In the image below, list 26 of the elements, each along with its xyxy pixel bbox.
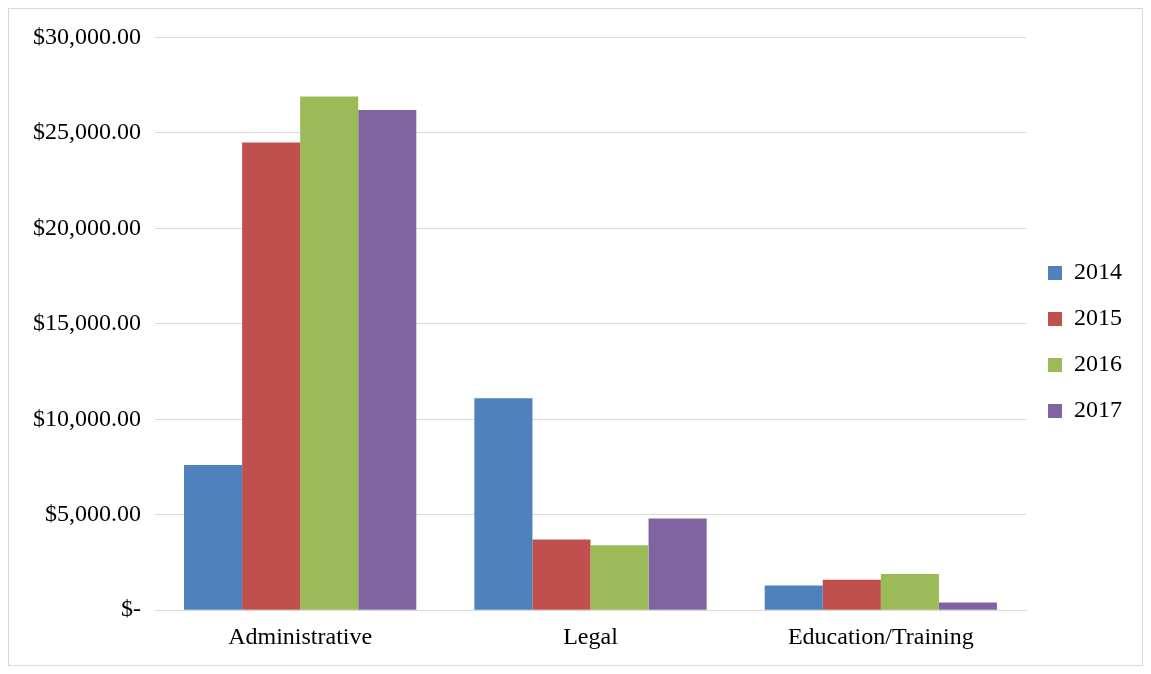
bar	[358, 109, 417, 610]
bar	[648, 518, 707, 610]
bar	[300, 96, 359, 610]
y-tick-label: $30,000.00	[33, 22, 141, 49]
bar	[938, 602, 997, 610]
x-tick-label: Administrative	[228, 622, 373, 649]
y-tick-label: $5,000.00	[45, 500, 141, 527]
legend-label: 2015	[1074, 304, 1122, 331]
x-tick-label: Legal	[563, 622, 619, 649]
bar	[590, 545, 649, 610]
y-tick-label: $20,000.00	[33, 213, 141, 240]
bar	[242, 142, 301, 610]
bar	[764, 585, 823, 610]
bar	[532, 539, 591, 610]
bar	[880, 573, 939, 610]
legend-label: 2014	[1074, 258, 1122, 285]
y-tick-label: $-	[121, 595, 141, 622]
x-tick-label: Education/Training	[787, 622, 974, 649]
bar	[474, 398, 533, 610]
bar	[184, 465, 243, 610]
legend-label: 2017	[1074, 396, 1122, 423]
legend-label: 2016	[1074, 350, 1122, 377]
bar	[822, 579, 881, 610]
y-tick-label: $10,000.00	[33, 404, 141, 431]
y-tick-label: $25,000.00	[33, 118, 141, 145]
y-tick-label: $15,000.00	[33, 309, 141, 336]
